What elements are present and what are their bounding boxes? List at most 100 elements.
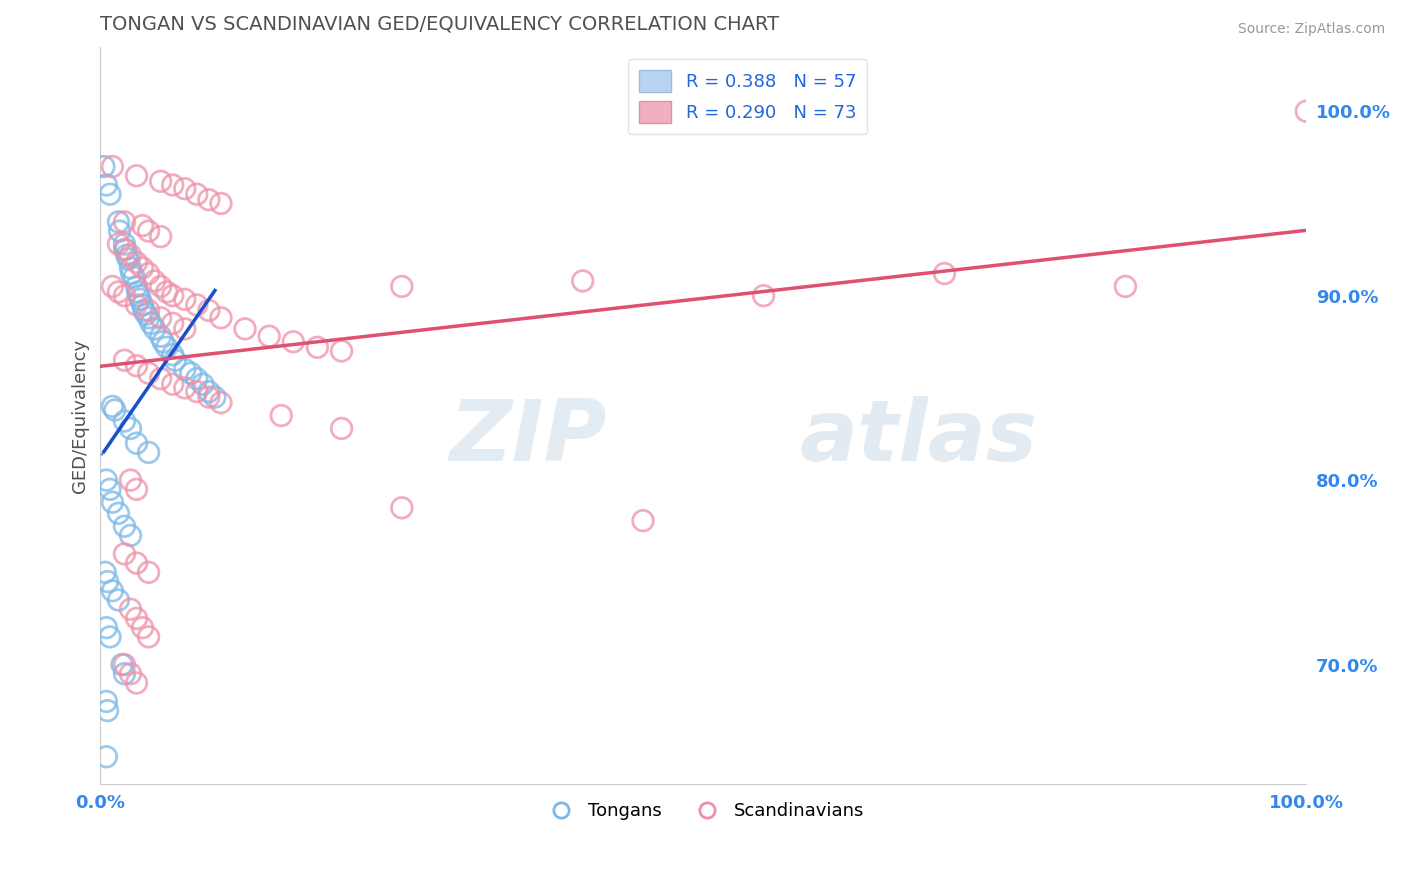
Point	[270, 409, 292, 423]
Point	[165, 353, 187, 368]
Point	[120, 666, 142, 681]
Point	[114, 243, 136, 257]
Point	[330, 421, 353, 435]
Point	[96, 621, 118, 635]
Point	[138, 630, 160, 644]
Point	[94, 566, 117, 580]
Point	[173, 293, 195, 307]
Point	[104, 403, 127, 417]
Point	[191, 377, 214, 392]
Point	[125, 255, 148, 269]
Point	[101, 279, 124, 293]
Point	[138, 310, 160, 325]
Point	[125, 436, 148, 450]
Point	[98, 483, 121, 497]
Point	[180, 366, 202, 380]
Point	[149, 174, 172, 188]
Point	[138, 566, 160, 580]
Point	[98, 187, 121, 202]
Point	[97, 574, 120, 589]
Point	[631, 514, 654, 528]
Point	[131, 621, 153, 635]
Point	[114, 519, 136, 533]
Text: TONGAN VS SCANDINAVIAN GED/EQUIVALENCY CORRELATION CHART: TONGAN VS SCANDINAVIAN GED/EQUIVALENCY C…	[100, 15, 779, 34]
Point	[125, 359, 148, 373]
Point	[125, 483, 148, 497]
Point	[209, 310, 232, 325]
Point	[132, 303, 155, 318]
Point	[114, 288, 136, 302]
Point	[117, 252, 139, 266]
Text: ZIP: ZIP	[449, 396, 607, 479]
Point	[198, 384, 221, 399]
Point	[162, 377, 184, 392]
Point	[128, 288, 150, 302]
Point	[96, 178, 118, 192]
Point	[330, 343, 353, 358]
Point	[125, 676, 148, 690]
Point	[120, 248, 142, 262]
Point	[138, 267, 160, 281]
Point	[131, 298, 153, 312]
Point	[186, 187, 208, 202]
Point	[96, 473, 118, 487]
Point	[139, 316, 162, 330]
Point	[97, 704, 120, 718]
Point	[125, 279, 148, 293]
Point	[107, 285, 129, 299]
Point	[1295, 104, 1317, 119]
Point	[107, 506, 129, 520]
Point	[115, 248, 138, 262]
Point	[127, 285, 149, 299]
Point	[107, 237, 129, 252]
Point	[934, 267, 956, 281]
Point	[173, 362, 195, 376]
Point	[307, 340, 329, 354]
Point	[138, 224, 160, 238]
Legend: Tongans, Scandinavians: Tongans, Scandinavians	[536, 795, 872, 827]
Point	[209, 395, 232, 409]
Point	[114, 215, 136, 229]
Point	[93, 160, 115, 174]
Point	[114, 414, 136, 428]
Point	[114, 353, 136, 368]
Point	[111, 657, 134, 672]
Point	[173, 381, 195, 395]
Point	[114, 237, 136, 252]
Point	[107, 593, 129, 607]
Point	[125, 556, 148, 570]
Point	[120, 260, 142, 275]
Point	[138, 445, 160, 459]
Point	[233, 322, 256, 336]
Point	[135, 307, 157, 321]
Point	[121, 267, 143, 281]
Point	[125, 611, 148, 625]
Text: Source: ZipAtlas.com: Source: ZipAtlas.com	[1237, 22, 1385, 37]
Point	[114, 666, 136, 681]
Point	[96, 749, 118, 764]
Point	[120, 528, 142, 542]
Point	[107, 215, 129, 229]
Point	[125, 169, 148, 183]
Point	[162, 348, 184, 362]
Point	[125, 298, 148, 312]
Point	[186, 372, 208, 386]
Point	[149, 279, 172, 293]
Point	[149, 310, 172, 325]
Point	[114, 547, 136, 561]
Point	[162, 288, 184, 302]
Point	[391, 279, 413, 293]
Point	[257, 329, 280, 343]
Point	[571, 274, 593, 288]
Point	[143, 274, 166, 288]
Point	[131, 260, 153, 275]
Text: atlas: atlas	[800, 396, 1038, 479]
Point	[752, 288, 775, 302]
Point	[173, 182, 195, 196]
Y-axis label: GED/Equivalency: GED/Equivalency	[72, 338, 89, 492]
Point	[101, 160, 124, 174]
Point	[101, 583, 124, 598]
Point	[156, 285, 179, 299]
Point	[198, 303, 221, 318]
Point	[198, 193, 221, 207]
